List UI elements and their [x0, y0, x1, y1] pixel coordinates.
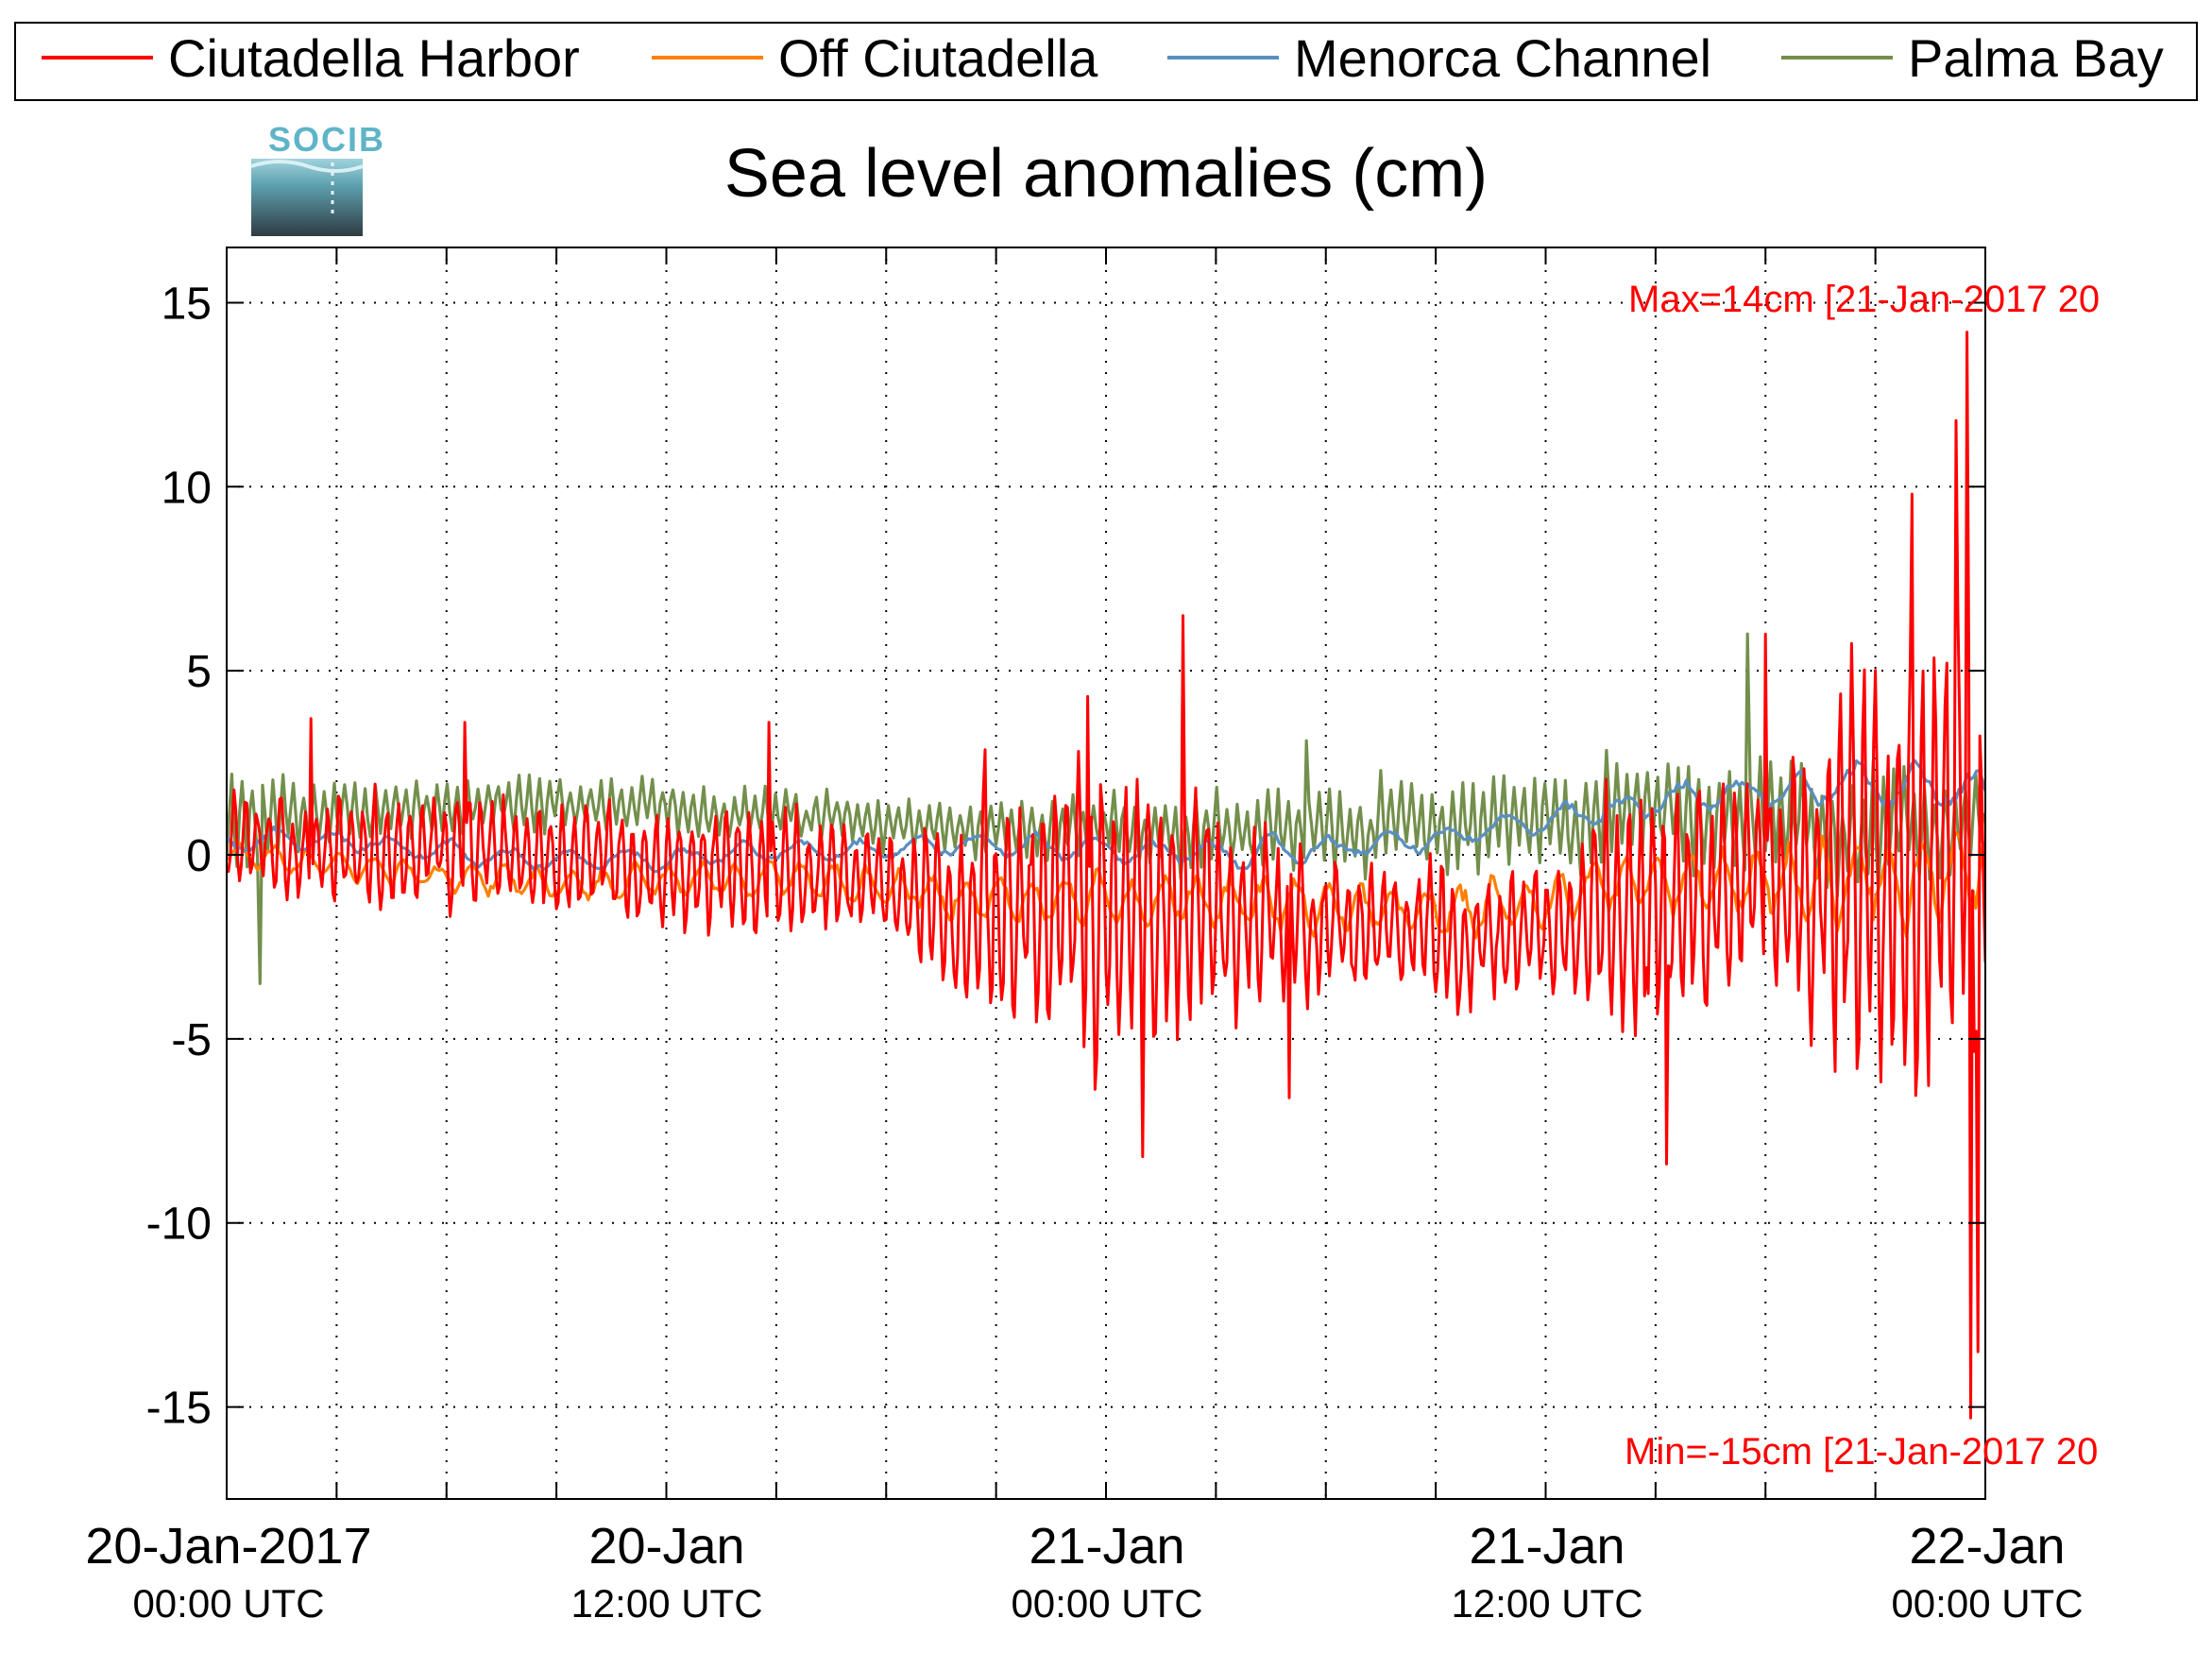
x-tick-label-time: 00:00 UTC: [132, 1581, 324, 1626]
y-tick-label: 15: [162, 279, 212, 329]
x-tick-label-date: 22-Jan: [1909, 1518, 2065, 1575]
y-tick-label: -10: [146, 1200, 212, 1250]
plot-area: [227, 247, 1985, 1499]
logo-wave-line: [250, 160, 364, 173]
y-tick-label: 0: [186, 831, 212, 881]
x-tick-label-date: 21-Jan: [1029, 1518, 1184, 1575]
legend-box: [14, 22, 2198, 101]
series-line: [227, 331, 1985, 1420]
min-annotation: Min=-15cm [21-Jan-2017 20: [1625, 1431, 2098, 1473]
x-axis-labels: 20-Jan-2017 00:00 UTC 20-Jan 12:00 UTC 21-Ja…: [85, 1518, 2083, 1626]
x-tick-label-date: 20-Jan-2017: [85, 1518, 371, 1575]
legend-label: Menorca Channel: [1294, 28, 1711, 88]
logo-text: SOCIB: [268, 120, 385, 159]
y-axis-labels: 15 10 5 0 -5 -10 -15: [146, 279, 212, 1433]
legend: Ciutadella Harbor Off Ciutadella Menorca C…: [14, 22, 2198, 101]
max-annotation: Max=14cm [21-Jan-2017 20: [1628, 279, 2100, 320]
x-tick-label-time: 00:00 UTC: [1891, 1581, 2083, 1626]
legend-label: Ciutadella Harbor: [168, 28, 580, 88]
x-tick-label-date: 20-Jan: [588, 1518, 744, 1575]
x-tick-label-time: 00:00 UTC: [1011, 1581, 1202, 1626]
socib-logo: SOCIB: [250, 120, 385, 236]
legend-label: Off Ciutadella: [778, 28, 1098, 88]
x-tick-label-time: 12:00 UTC: [570, 1581, 762, 1626]
axis-ticks: [227, 247, 1986, 1499]
series-lines: [227, 331, 1985, 1420]
y-tick-label: -15: [146, 1384, 212, 1434]
series-line: [227, 632, 1985, 986]
legend-label: Palma Bay: [1908, 28, 2164, 88]
y-tick-label: 5: [186, 647, 212, 697]
x-tick-label-date: 21-Jan: [1469, 1518, 1625, 1575]
y-tick-label: 10: [162, 463, 212, 513]
chart-title: Sea level anomalies (cm): [724, 136, 1488, 212]
y-tick-label: -5: [171, 1015, 212, 1065]
series-line: [227, 758, 1985, 874]
x-tick-label-time: 12:00 UTC: [1451, 1581, 1642, 1626]
